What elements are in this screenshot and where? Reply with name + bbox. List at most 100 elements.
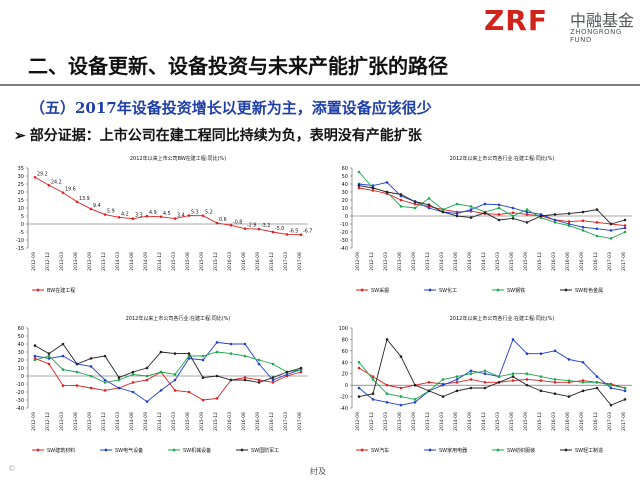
data-point: [33, 175, 37, 179]
x-tick-label: 2016-06: [241, 252, 247, 271]
data-label: -2.9: [247, 223, 256, 229]
data-point: [201, 214, 205, 217]
y-tick-label: 10: [18, 206, 24, 212]
y-tick-label: 30: [18, 350, 24, 356]
data-point: [357, 386, 361, 390]
data-point: [145, 366, 149, 370]
data-point: [159, 215, 163, 219]
data-point: [455, 214, 459, 218]
data-point: [357, 360, 361, 364]
data-point: [173, 217, 177, 220]
data-point: [173, 378, 177, 382]
y-tick-label: 20: [342, 372, 348, 378]
x-tick-label: 2016-09: [579, 412, 585, 431]
y-tick-label: 50: [18, 334, 24, 340]
chart-industry-consumer: 2012年以来上市公司各行业:在建工程:同比(%) 100 80 60 40 20 0 -20…: [338, 315, 632, 454]
data-point: [595, 386, 599, 390]
data-point: [229, 342, 233, 346]
legend-marker: [360, 448, 364, 452]
data-point: [173, 352, 177, 355]
data-point: [271, 230, 275, 234]
x-tick-label: 2014-12: [481, 252, 487, 271]
data-point: [441, 208, 445, 211]
y-tick-label: 40: [342, 360, 348, 366]
data-point: [215, 374, 219, 378]
data-point: [525, 221, 529, 224]
data-point: [483, 202, 487, 206]
x-tick-label: 2014-06: [129, 252, 135, 271]
data-point: [525, 383, 529, 387]
logo-cn-name: 中融基金: [570, 11, 635, 30]
data-point: [455, 202, 459, 206]
legend-label: SW轻工制造: [575, 447, 603, 454]
y-tick-label: -5: [19, 230, 24, 236]
y-tick-label: 0: [345, 214, 348, 220]
x-tick-label: 2015-12: [213, 252, 219, 271]
x-tick-label: 2013-09: [87, 252, 93, 271]
x-tick-label: 2016-12: [269, 252, 275, 271]
legend-marker: [496, 288, 500, 292]
y-tick-label: -10: [16, 382, 24, 388]
data-point: [581, 389, 585, 393]
data-point: [553, 380, 557, 384]
data-point: [483, 369, 487, 373]
data-point: [385, 338, 389, 341]
data-point: [399, 395, 403, 398]
data-point: [427, 197, 431, 200]
data-point: [131, 373, 135, 376]
data-point: [145, 374, 149, 378]
y-tick-label: 0: [21, 374, 24, 380]
x-tick-label: 2014-12: [157, 252, 163, 271]
data-point: [497, 380, 501, 384]
data-point: [623, 218, 627, 222]
y-tick-label: 20: [18, 358, 24, 364]
x-tick-label: 2015-03: [171, 252, 177, 271]
x-tick-label: 2015-06: [185, 252, 191, 271]
x-tick-label: 2017-06: [621, 252, 627, 271]
data-label: 3.3: [135, 213, 143, 219]
data-point: [145, 400, 149, 403]
data-point: [229, 223, 233, 227]
data-point: [511, 211, 515, 215]
data-point: [159, 350, 163, 354]
y-tick-label: 60: [342, 166, 348, 172]
x-tick-label: 2014-03: [439, 252, 445, 271]
x-tick-label: 2013-06: [73, 412, 79, 431]
data-label: 4.5: [163, 211, 171, 217]
data-point: [525, 208, 529, 211]
legend-marker: [564, 448, 568, 452]
data-point: [357, 186, 361, 190]
data-point: [469, 369, 473, 373]
data-point: [567, 395, 571, 398]
data-point: [285, 373, 289, 376]
chart-industry-equipment: 2012年以来上市公司各行业:在建工程:同比(%) 60 50 40 30 20 10 0 -1…: [16, 315, 308, 454]
data-point: [103, 354, 107, 358]
y-tick-label: 25: [18, 182, 24, 188]
x-tick-label: 2017-03: [283, 252, 289, 271]
data-point: [553, 218, 557, 222]
x-tick-label: 2012-09: [355, 252, 361, 271]
data-point: [553, 378, 557, 381]
y-tick-label: 60: [18, 326, 24, 332]
page-title: 二、设备更新、设备投资与未来产能扩张的路径: [28, 54, 448, 78]
y-tick-label: 0: [345, 383, 348, 389]
y-tick-label: 50: [342, 174, 348, 180]
bullet-arrow-icon: ➢: [14, 128, 26, 144]
legend-label: SW建筑材料: [47, 447, 75, 454]
series-line: [34, 351, 302, 383]
y-tick-label: 35: [18, 166, 24, 172]
chart-title: 2012年以来上市公司各行业:在建工程:同比(%): [450, 315, 555, 322]
data-label: 13.9: [79, 196, 90, 202]
data-point: [271, 381, 275, 384]
data-point: [75, 362, 79, 366]
data-point: [145, 378, 149, 382]
data-point: [539, 214, 543, 218]
data-point: [271, 362, 275, 366]
series-line: [34, 343, 302, 383]
y-tick-label: 20: [18, 190, 24, 196]
data-point: [215, 350, 219, 354]
title-divider: [0, 84, 640, 86]
y-tick-label: -30: [16, 398, 24, 404]
data-point: [581, 219, 585, 223]
data-point: [525, 352, 529, 356]
